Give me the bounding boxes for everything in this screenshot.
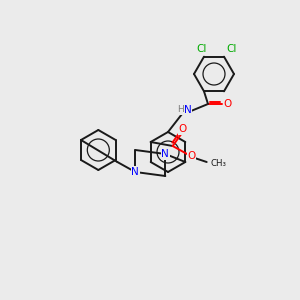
Text: N: N	[131, 167, 139, 177]
Text: Cl: Cl	[197, 44, 207, 54]
Text: CH₃: CH₃	[211, 160, 227, 169]
Text: Cl: Cl	[227, 44, 237, 54]
Text: N: N	[161, 149, 169, 159]
Text: N: N	[184, 105, 192, 115]
Text: O: O	[224, 99, 232, 109]
Text: O: O	[178, 124, 187, 134]
Text: H: H	[178, 106, 184, 115]
Text: O: O	[188, 151, 196, 161]
